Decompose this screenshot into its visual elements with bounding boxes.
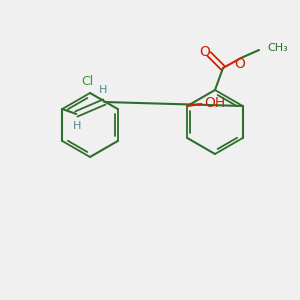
Text: CH₃: CH₃: [267, 43, 288, 53]
Text: O: O: [235, 57, 245, 71]
Text: Cl: Cl: [81, 75, 93, 88]
Text: O: O: [200, 45, 210, 59]
Text: H: H: [99, 85, 107, 95]
Text: OH: OH: [204, 96, 226, 110]
Text: H: H: [73, 121, 82, 131]
